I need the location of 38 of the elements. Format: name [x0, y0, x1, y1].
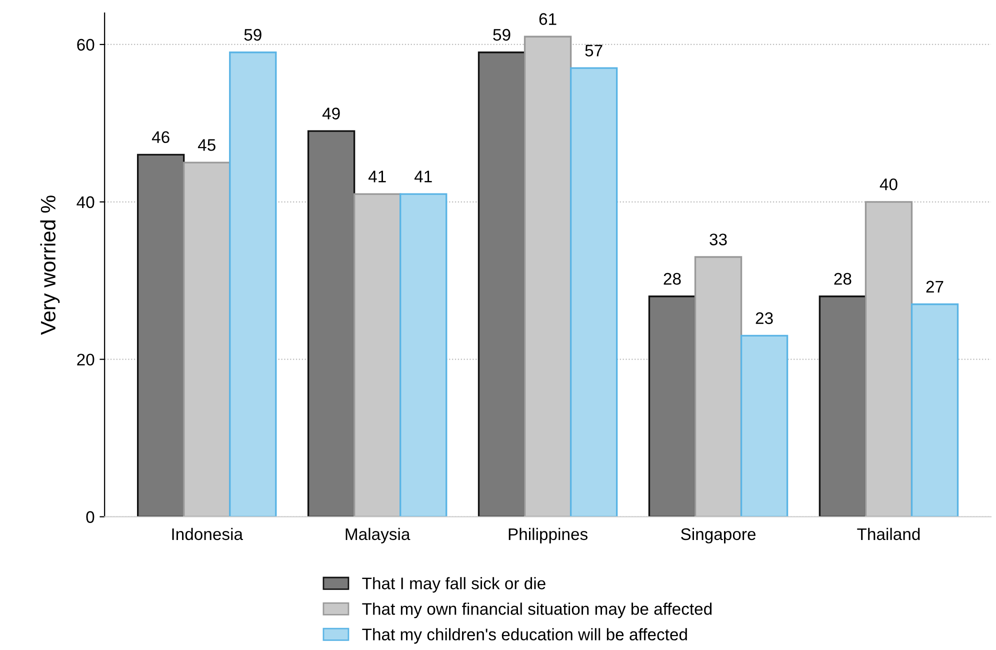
data-label: 40: [880, 178, 898, 190]
data-label: 41: [368, 170, 386, 182]
y-tick-label: 60: [77, 38, 94, 51]
data-label: 61: [539, 13, 556, 25]
legend-label: That my children's education will be affected: [362, 628, 687, 644]
data-label: 33: [710, 234, 727, 246]
bar: [818, 296, 867, 517]
data-label: 59: [493, 28, 510, 41]
bar: [910, 303, 959, 517]
y-tick-label: 20: [77, 354, 94, 366]
data-label: 45: [198, 139, 216, 151]
x-tick-label: Singapore: [681, 528, 756, 544]
x-tick-label: Thailand: [857, 528, 920, 540]
bar: [740, 334, 788, 517]
bar: [570, 67, 618, 517]
data-label: 23: [756, 312, 773, 324]
y-axis-title: Very worried %: [40, 196, 60, 335]
x-tick-label: Malaysia: [346, 528, 410, 544]
bar: [136, 154, 185, 517]
x-tick-label: Indonesia: [172, 528, 244, 540]
data-label: 59: [244, 28, 262, 41]
data-label: 49: [322, 108, 340, 120]
bar: [478, 52, 526, 517]
data-label: 41: [414, 170, 432, 182]
bar: [229, 52, 277, 517]
bar: [648, 296, 696, 517]
data-label: 28: [834, 272, 852, 285]
bar: [400, 193, 448, 517]
bar: [307, 130, 356, 517]
data-label: 46: [152, 131, 170, 144]
y-tick-label: 0: [86, 511, 94, 523]
legend-label: That I may fall sick or die: [362, 577, 546, 593]
data-label: 57: [585, 44, 602, 56]
legend-label: That my own financial situation may be affected: [362, 602, 712, 618]
y-tick-label: 40: [76, 196, 94, 208]
data-label: 28: [664, 272, 681, 285]
data-label: 27: [926, 280, 944, 292]
x-tick-label: Philippines: [508, 528, 588, 544]
